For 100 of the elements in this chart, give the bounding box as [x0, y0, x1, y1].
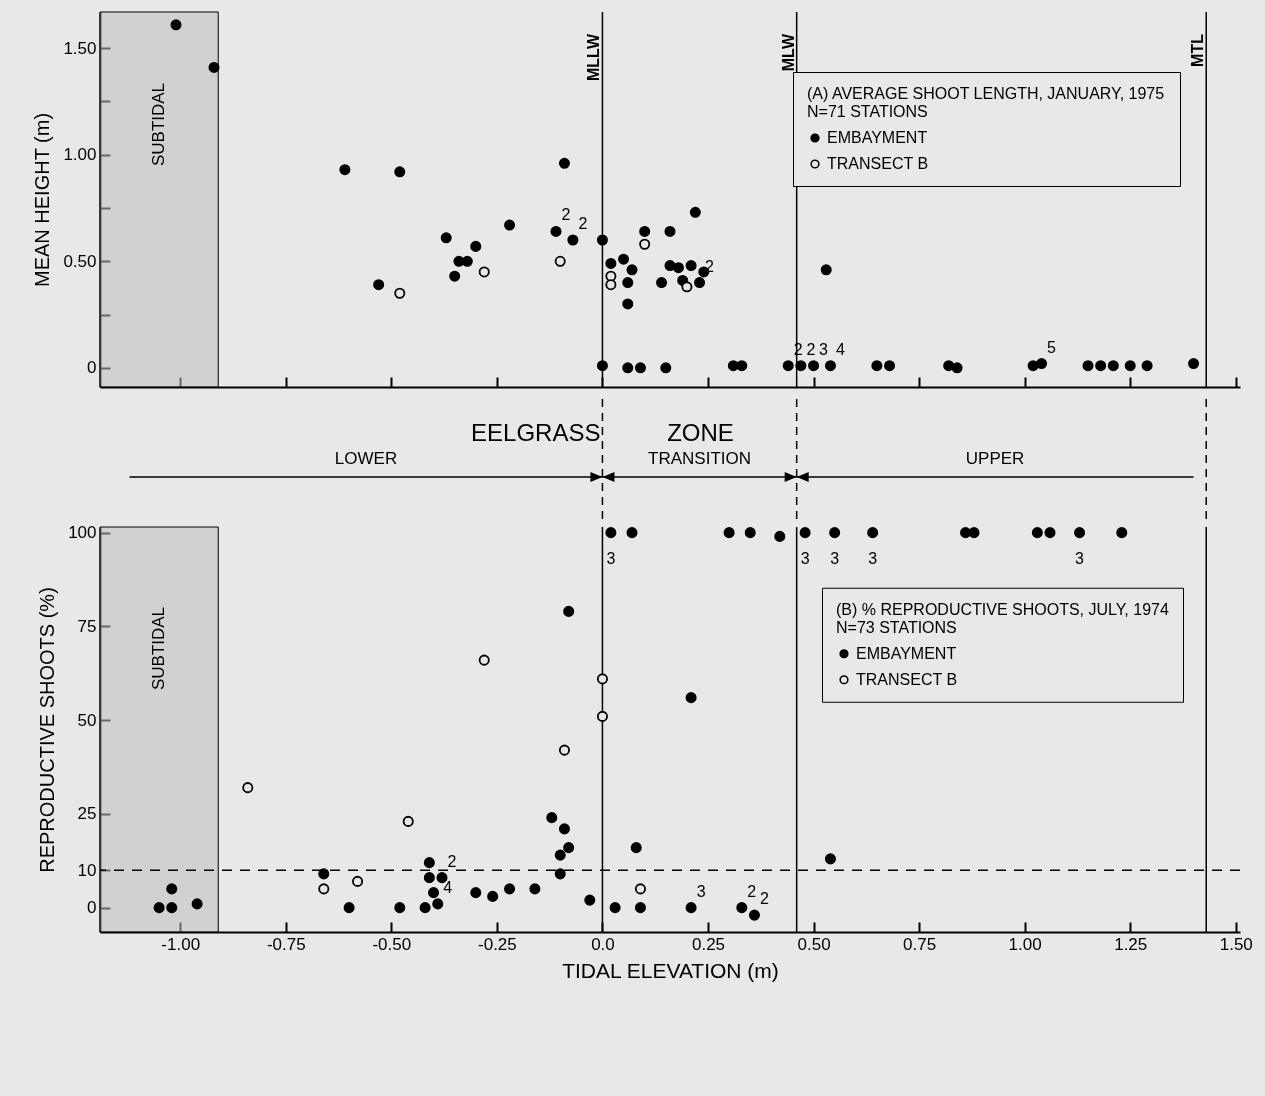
- point: [622, 362, 634, 374]
- text: N=71 STATIONS: [807, 103, 928, 120]
- point: [423, 857, 435, 869]
- point: [634, 883, 646, 895]
- point: [808, 360, 820, 372]
- point: [166, 883, 178, 895]
- point: [339, 164, 351, 176]
- point: [774, 530, 786, 542]
- point: [470, 887, 482, 899]
- band-label: SUBTIDAL: [149, 82, 169, 167]
- x-tick-label: -0.25: [478, 934, 517, 954]
- ref-line-label: MLW: [779, 33, 797, 72]
- annotation: 3: [606, 549, 616, 567]
- point: [1116, 527, 1128, 539]
- point: [630, 842, 642, 854]
- x-axis-title: TIDAL ELEVATION (m): [562, 958, 779, 982]
- point: [867, 527, 879, 539]
- point: [394, 902, 406, 914]
- annotation: 3: [1075, 549, 1085, 567]
- point: [554, 849, 566, 861]
- point: [596, 234, 608, 246]
- x-tick-label: 0.0: [591, 934, 615, 954]
- y-tick-label: 1.50: [63, 38, 97, 58]
- point: [170, 19, 182, 31]
- annotation: 5: [1047, 338, 1057, 356]
- ref-line-label: MLLW: [585, 33, 603, 82]
- y-axis-title: REPRODUCTIVE SHOOTS (%): [36, 587, 59, 873]
- point: [951, 362, 963, 374]
- point: [166, 902, 178, 914]
- point: [550, 225, 562, 237]
- point: [558, 157, 570, 169]
- point: [1082, 360, 1094, 372]
- point: [871, 360, 883, 372]
- y-tick-label: 1.00: [63, 145, 97, 165]
- point: [554, 868, 566, 880]
- point: [487, 890, 499, 902]
- point: [634, 362, 646, 374]
- point: [242, 782, 254, 794]
- x-tick-label: -0.50: [372, 934, 412, 954]
- point: [656, 277, 668, 289]
- text: TRANSITION: [648, 449, 752, 469]
- point: [563, 605, 575, 617]
- point: [558, 823, 570, 835]
- point: [1031, 527, 1043, 539]
- annotation: 4: [835, 340, 845, 358]
- point: [402, 815, 414, 827]
- y-tick-label: 25: [77, 804, 97, 824]
- y-axis-title: MEAN HEIGHT (m): [31, 112, 54, 288]
- point: [605, 279, 617, 291]
- point: [824, 853, 836, 865]
- point: [504, 883, 516, 895]
- point: [567, 234, 579, 246]
- band-label: SUBTIDAL: [149, 606, 169, 691]
- point: [829, 527, 841, 539]
- annotation: 2: [747, 882, 757, 900]
- point: [394, 166, 406, 178]
- x-tick-label: 0.75: [903, 934, 937, 954]
- point: [820, 264, 832, 276]
- point: [1124, 360, 1136, 372]
- text: (A) AVERAGE SHOOT LENGTH, JANUARY, 1975: [807, 85, 1165, 102]
- text: (B) % REPRODUCTIVE SHOOTS, JULY, 1974: [836, 600, 1169, 618]
- point: [504, 219, 516, 231]
- point: [419, 902, 431, 914]
- point: [423, 872, 435, 884]
- x-tick-label: 0.25: [691, 934, 726, 954]
- y-tick-label: 0.50: [63, 251, 97, 271]
- point: [609, 902, 621, 914]
- text: UPPER: [965, 449, 1025, 469]
- point: [626, 264, 638, 276]
- point: [618, 253, 630, 265]
- point: [689, 206, 701, 218]
- x-tick-label: 0.50: [797, 934, 831, 954]
- text: N=73 STATIONS: [836, 618, 957, 636]
- y-tick-label: 50: [77, 710, 97, 730]
- point: [639, 238, 651, 250]
- point: [681, 281, 693, 293]
- annotation: 3: [868, 549, 878, 567]
- point: [660, 362, 672, 374]
- y-tick-label: 75: [77, 616, 97, 636]
- point: [799, 527, 811, 539]
- point: [529, 883, 541, 895]
- legend-label: TRANSECT B: [827, 155, 929, 172]
- point: [478, 266, 490, 278]
- annotation: 2: [759, 890, 769, 908]
- point: [782, 360, 794, 372]
- point: [546, 812, 558, 824]
- point: [449, 270, 461, 282]
- point: [318, 883, 330, 895]
- point: [343, 902, 355, 914]
- legend-label: EMBAYMENT: [856, 644, 957, 662]
- annotation: 3: [819, 340, 829, 358]
- y-tick-label: 10: [77, 860, 97, 880]
- annotation: 2: [806, 340, 816, 358]
- point: [373, 279, 385, 291]
- y-tick-label: 100: [68, 523, 97, 543]
- point: [153, 902, 165, 914]
- point: [352, 875, 364, 887]
- point: [596, 360, 608, 372]
- x-tick-label: 1.25: [1114, 934, 1148, 954]
- ref-line-label: MTL: [1189, 33, 1207, 67]
